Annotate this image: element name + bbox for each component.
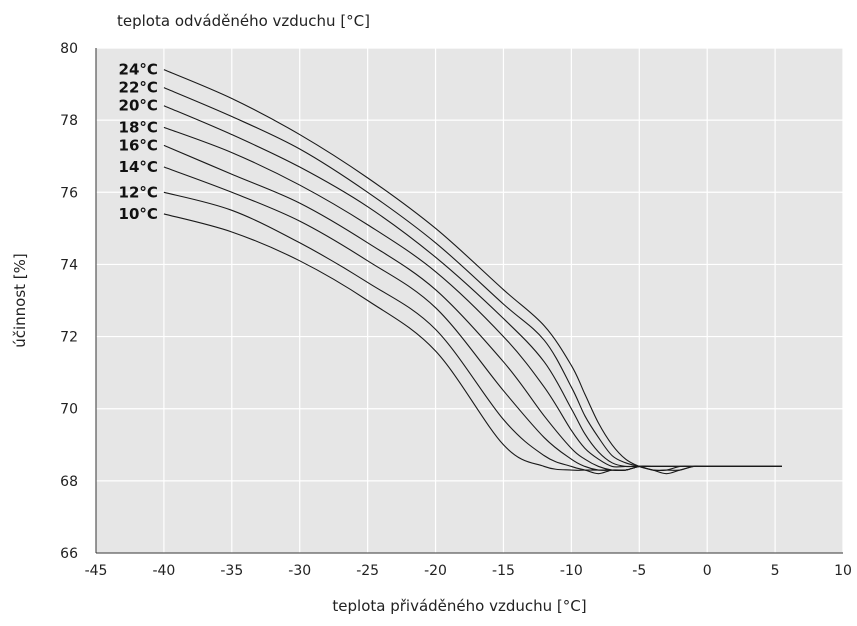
x-tick-label: -40 bbox=[152, 563, 175, 579]
series-label-20: 20°C bbox=[119, 97, 158, 115]
x-tick-label: 0 bbox=[703, 563, 712, 579]
chart-title: teplota odváděného vzduchu [°C] bbox=[117, 12, 370, 30]
y-tick-label: 76 bbox=[60, 185, 78, 201]
series-label-12: 12°C bbox=[119, 183, 158, 201]
x-tick-label: -35 bbox=[220, 563, 243, 579]
series-label-10: 10°C bbox=[119, 205, 158, 223]
y-tick-label: 78 bbox=[60, 113, 78, 129]
x-tick-label: -10 bbox=[560, 563, 583, 579]
y-tick-label: 72 bbox=[60, 330, 78, 346]
axes: -45 -40 -35 -30 -25 -20 -15 -10 -5 0 5 10 66 68 70 72 74… bbox=[60, 41, 852, 579]
series-label-24: 24°C bbox=[119, 61, 158, 79]
x-tick-label: -20 bbox=[424, 563, 447, 579]
series-lines bbox=[163, 69, 782, 475]
x-tick-label: -5 bbox=[632, 563, 646, 579]
series-line-22 bbox=[163, 87, 782, 471]
series-label-14: 14°C bbox=[119, 158, 158, 176]
series-label-22: 22°C bbox=[119, 79, 158, 97]
series-line-10 bbox=[163, 213, 782, 471]
x-axis-title: teplota přiváděného vzduchu [°C] bbox=[332, 597, 586, 615]
y-tick-label: 66 bbox=[60, 546, 78, 562]
y-tick-label: 74 bbox=[60, 257, 78, 273]
series-label-18: 18°C bbox=[119, 118, 158, 136]
grid bbox=[95, 47, 844, 554]
x-tick-label: 5 bbox=[771, 563, 780, 579]
x-tick-label: -15 bbox=[492, 563, 515, 579]
x-tick-label: -45 bbox=[85, 563, 108, 579]
plot-area bbox=[96, 48, 843, 553]
series-labels: 24°C22°C20°C 18°C16°C 14°C 12°C 10°C bbox=[119, 61, 158, 223]
series-label-16: 16°C bbox=[119, 136, 158, 154]
x-tick-label: 10 bbox=[834, 563, 852, 579]
y-tick-label: 80 bbox=[60, 41, 78, 57]
y-axis-title: účinnost [%] bbox=[11, 253, 29, 348]
x-tick-label: -30 bbox=[288, 563, 311, 579]
y-tick-label: 68 bbox=[60, 474, 78, 490]
x-tick-label: -25 bbox=[356, 563, 379, 579]
y-tick-label: 70 bbox=[60, 402, 78, 418]
